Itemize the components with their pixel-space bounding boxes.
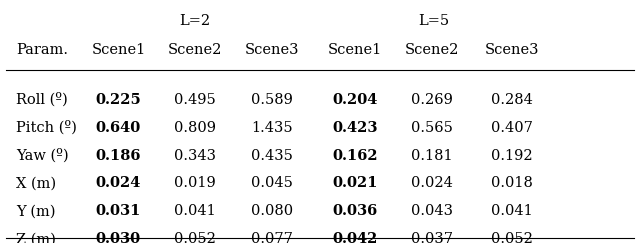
Text: Scene3: Scene3 [484, 43, 540, 57]
Text: 0.162: 0.162 [332, 148, 378, 163]
Text: 0.435: 0.435 [251, 148, 293, 163]
Text: 0.042: 0.042 [333, 232, 378, 243]
Text: 0.024: 0.024 [96, 176, 141, 191]
Text: 1.435: 1.435 [251, 121, 293, 135]
Text: 0.031: 0.031 [96, 204, 141, 218]
Text: 0.077: 0.077 [251, 232, 293, 243]
Text: Yaw (º): Yaw (º) [16, 148, 68, 163]
Text: Scene2: Scene2 [168, 43, 222, 57]
Text: 0.204: 0.204 [333, 93, 378, 107]
Text: 0.565: 0.565 [411, 121, 453, 135]
Text: 0.225: 0.225 [95, 93, 141, 107]
Text: 0.021: 0.021 [332, 176, 378, 191]
Text: Scene1: Scene1 [92, 43, 145, 57]
Text: Z (m): Z (m) [16, 232, 56, 243]
Text: Pitch (º): Pitch (º) [16, 120, 77, 135]
Text: 0.030: 0.030 [96, 232, 141, 243]
Text: X (m): X (m) [16, 176, 56, 191]
Text: 0.052: 0.052 [491, 232, 533, 243]
Text: 0.589: 0.589 [251, 93, 293, 107]
Text: 0.269: 0.269 [411, 93, 453, 107]
Text: Y (m): Y (m) [16, 204, 56, 218]
Text: Roll (º): Roll (º) [16, 92, 68, 107]
Text: 0.284: 0.284 [491, 93, 533, 107]
Text: 0.024: 0.024 [411, 176, 453, 191]
Text: 0.052: 0.052 [174, 232, 216, 243]
Text: 0.809: 0.809 [174, 121, 216, 135]
Text: 0.407: 0.407 [491, 121, 533, 135]
Text: 0.019: 0.019 [174, 176, 216, 191]
Text: 0.640: 0.640 [96, 121, 141, 135]
Text: 0.343: 0.343 [174, 148, 216, 163]
Text: 0.181: 0.181 [411, 148, 453, 163]
Text: 0.186: 0.186 [95, 148, 141, 163]
Text: 0.045: 0.045 [251, 176, 293, 191]
Text: 0.423: 0.423 [332, 121, 378, 135]
Text: L=5: L=5 [418, 14, 449, 28]
Text: 0.037: 0.037 [411, 232, 453, 243]
Text: Param.: Param. [16, 43, 68, 57]
Text: Scene1: Scene1 [328, 43, 382, 57]
Text: 0.192: 0.192 [491, 148, 533, 163]
Text: 0.036: 0.036 [333, 204, 378, 218]
Text: Scene3: Scene3 [244, 43, 300, 57]
Text: 0.041: 0.041 [174, 204, 216, 218]
Text: L=2: L=2 [180, 14, 211, 28]
Text: 0.018: 0.018 [491, 176, 533, 191]
Text: 0.495: 0.495 [174, 93, 216, 107]
Text: 0.080: 0.080 [251, 204, 293, 218]
Text: 0.043: 0.043 [411, 204, 453, 218]
Text: 0.041: 0.041 [491, 204, 533, 218]
Text: Scene2: Scene2 [405, 43, 459, 57]
